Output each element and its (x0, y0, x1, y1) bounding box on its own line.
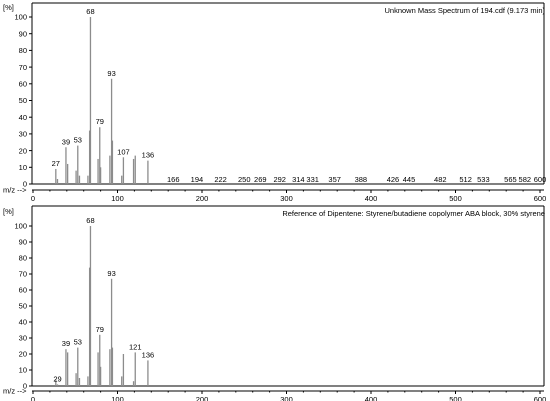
peak-label: 533 (477, 175, 490, 184)
peak-label: 445 (403, 175, 416, 184)
y-tick-label: 60 (19, 286, 27, 295)
y-tick-label: 0 (23, 180, 27, 189)
peak-label: 68 (86, 216, 94, 225)
peak-label: 39 (62, 137, 70, 146)
y-tick-label: 80 (19, 46, 27, 55)
x-tick-label: 100 (111, 194, 124, 203)
peak-label: 482 (434, 175, 447, 184)
y-tick-label: 40 (19, 113, 27, 122)
y-tick-label: 70 (19, 63, 27, 72)
peak-label: 121 (129, 342, 142, 351)
x-tick-label: 500 (449, 194, 462, 203)
peak-label: 93 (107, 269, 115, 278)
peak-label: 222 (214, 175, 227, 184)
peak-label: 512 (459, 175, 472, 184)
chart-title: Reference of Dipentene: Styrene/butadien… (282, 209, 545, 218)
peak-label: 194 (191, 175, 204, 184)
y-tick-label: 40 (19, 318, 27, 327)
x-tick-label: 500 (449, 395, 462, 401)
peak-label: 53 (74, 338, 82, 347)
peak-label: 79 (96, 325, 104, 334)
y-tick-label: 20 (19, 146, 27, 155)
peak-label: 357 (328, 175, 341, 184)
x-tick-label: 400 (365, 194, 378, 203)
x-tick-label: 300 (280, 395, 293, 401)
y-tick-label: 90 (19, 29, 27, 38)
y-tick-label: 60 (19, 80, 27, 89)
y-tick-label: 70 (19, 270, 27, 279)
peak-label: 565 (504, 175, 517, 184)
peak-label: 582 (519, 175, 532, 184)
x-tick-label: 200 (196, 395, 209, 401)
peak-label: 39 (62, 339, 70, 348)
y-tick-label: 20 (19, 350, 27, 359)
peak-label: 426 (387, 175, 400, 184)
peak-label: 388 (355, 175, 368, 184)
y-tick-label: 0 (23, 382, 27, 391)
x-tick-label: 300 (280, 194, 293, 203)
peak-label: 53 (74, 136, 82, 145)
y-tick-label: 80 (19, 254, 27, 263)
x-tick-label: 600 (534, 194, 547, 203)
y-axis-label: [%] (3, 207, 14, 216)
y-axis-label: [%] (3, 3, 14, 12)
peak-label: 292 (273, 175, 286, 184)
y-tick-label: 50 (19, 302, 27, 311)
peak-label: 314 (292, 175, 305, 184)
peak-label: 136 (142, 350, 155, 359)
peak-label: 166 (167, 175, 180, 184)
peak-label: 269 (254, 175, 267, 184)
reference-spectrum-panel: Reference of Dipentene: Styrene/butadien… (3, 205, 547, 401)
x-tick-label: 400 (365, 395, 378, 401)
y-tick-label: 90 (19, 238, 27, 247)
y-tick-label: 100 (14, 222, 27, 231)
peak-label: 250 (238, 175, 251, 184)
x-tick-label: 100 (111, 395, 124, 401)
peak-label: 331 (306, 175, 319, 184)
y-tick-label: 100 (14, 13, 27, 22)
peak-label: 136 (142, 151, 155, 160)
x-tick-label: 0 (31, 395, 35, 401)
unknown-spectrum-panel: Unknown Mass Spectrum of 194.cdf (9.173 … (3, 2, 547, 203)
peak-label: 27 (52, 159, 60, 168)
peak-label: 93 (107, 69, 115, 78)
x-tick-label: 0 (31, 194, 35, 203)
y-tick-label: 50 (19, 96, 27, 105)
peak-label: 29 (53, 374, 61, 383)
peak-label: 68 (86, 7, 94, 16)
chart-title: Unknown Mass Spectrum of 194.cdf (9.173 … (385, 6, 546, 15)
x-tick-label: 200 (196, 194, 209, 203)
x-axis-label: m/z --> (3, 387, 27, 396)
y-tick-label: 30 (19, 334, 27, 343)
peak-label: 107 (117, 147, 130, 156)
y-tick-label: 10 (19, 163, 27, 172)
peak-label: 600 (534, 175, 547, 184)
peak-label: 79 (96, 117, 104, 126)
x-tick-label: 600 (534, 395, 547, 401)
y-tick-label: 10 (19, 366, 27, 375)
y-tick-label: 30 (19, 130, 27, 139)
x-axis-label: m/z --> (3, 186, 27, 195)
